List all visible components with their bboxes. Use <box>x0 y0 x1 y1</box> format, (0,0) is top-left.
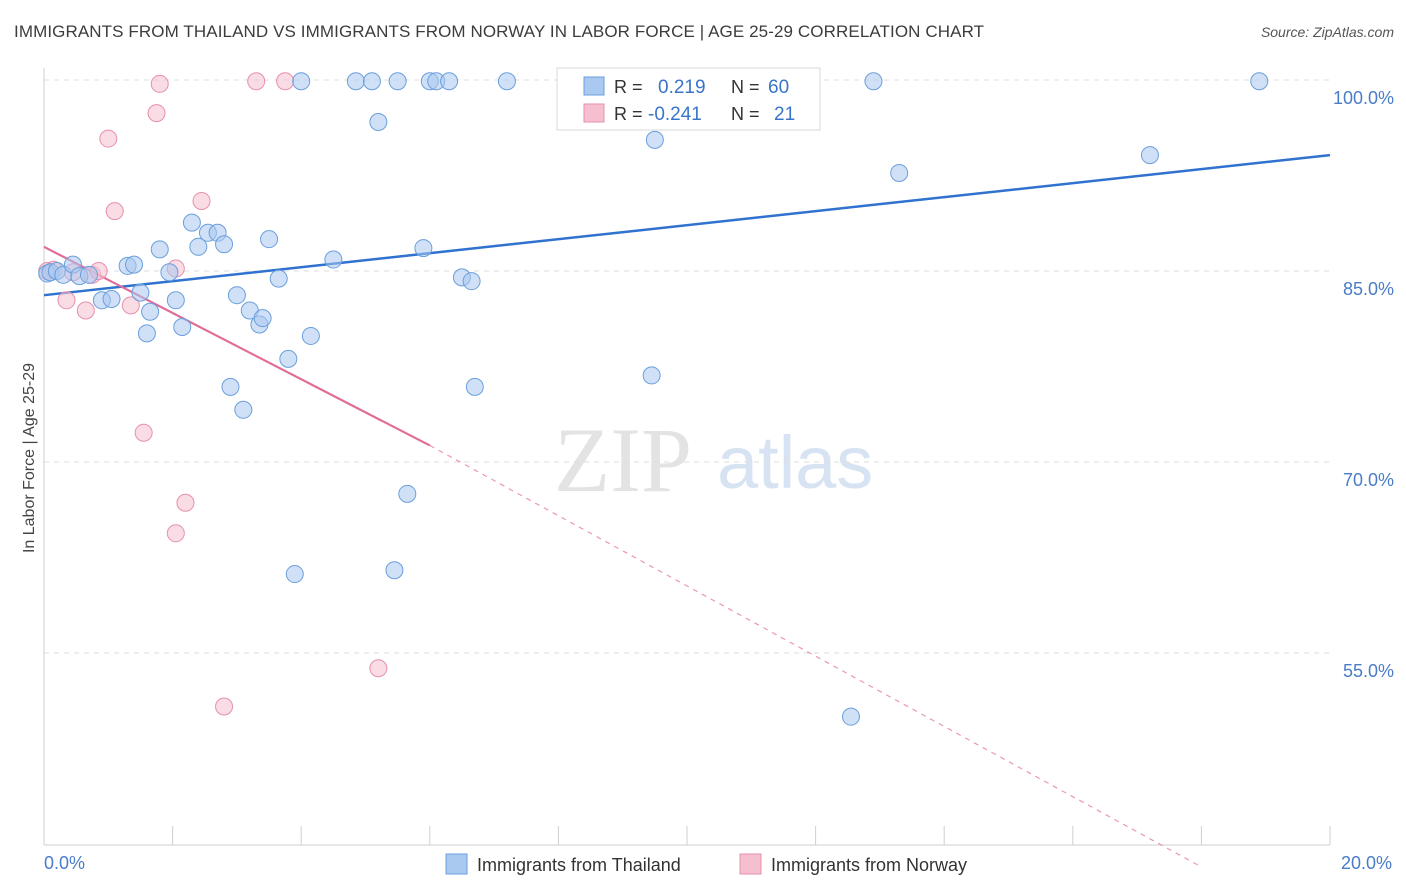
thailand-point <box>166 291 185 310</box>
thailand-point <box>645 130 664 149</box>
thailand-point <box>182 213 201 232</box>
thailand-trend-line <box>43 153 1331 297</box>
norway-point <box>276 72 295 91</box>
thailand-point <box>227 286 246 305</box>
thailand-point <box>137 324 156 343</box>
thailand-point <box>414 239 433 258</box>
x-tick-label: 0.0% <box>44 853 85 873</box>
thailand-point <box>1140 146 1159 165</box>
chart-source: Source: ZipAtlas.com <box>1260 24 1394 40</box>
watermark-zip: ZIP <box>554 409 692 511</box>
thailand-point <box>131 283 150 302</box>
norway-point <box>105 202 124 221</box>
norway-point <box>147 104 166 123</box>
axes <box>43 68 1331 846</box>
thailand-point <box>125 255 144 274</box>
norway-point <box>121 296 140 315</box>
stats-n-value-thailand: 60 <box>768 77 789 98</box>
watermark: ZIP atlas <box>554 409 873 511</box>
thailand-point <box>462 272 481 291</box>
stats-swatch-norway <box>583 103 605 123</box>
norway-point <box>134 423 153 442</box>
thailand-point <box>642 366 661 385</box>
thailand-point <box>369 113 388 132</box>
norway-point <box>99 129 118 148</box>
x-tick-label: 20.0% <box>1341 853 1392 873</box>
y-tick-label: 55.0% <box>1343 661 1394 681</box>
y-tick-label: 70.0% <box>1343 470 1394 490</box>
stats-n-label-thailand: N = <box>731 77 760 97</box>
legend-label-thailand: Immigrants from Thailand <box>477 855 681 875</box>
norway-trend-line <box>43 245 431 447</box>
thailand-point <box>173 318 192 337</box>
thailand-point <box>141 302 160 321</box>
thailand-point <box>841 707 860 726</box>
trend-lines <box>43 153 1331 868</box>
thailand-point <box>279 349 298 368</box>
thailand-point <box>285 565 304 584</box>
norway-point <box>247 72 266 91</box>
thailand-point <box>292 72 311 91</box>
thailand-point <box>189 237 208 256</box>
legend-swatch-norway <box>739 853 762 875</box>
thailand-point <box>362 72 381 91</box>
thailand-point <box>301 326 320 345</box>
thailand-point <box>398 484 417 503</box>
thailand-point <box>890 163 909 182</box>
series-legend: Immigrants from Thailand Immigrants from… <box>445 853 967 875</box>
norway-trend-extension <box>429 444 1202 868</box>
norway-point <box>369 659 388 678</box>
thailand-point <box>465 377 484 396</box>
x-tick-labels: 0.0% 20.0% <box>44 853 1392 873</box>
thailand-point <box>80 265 99 284</box>
stats-r-label-norway: R = <box>614 104 643 124</box>
thailand-point <box>160 263 179 282</box>
data-points <box>38 72 1269 726</box>
y-tick-labels: 100.0% 85.0% 70.0% 55.0% <box>1333 88 1394 681</box>
stats-n-value-norway: 21 <box>774 104 795 125</box>
y-axis-label: In Labor Force | Age 25-29 <box>21 363 38 553</box>
stats-legend: R = 0.219 N = 60 R = -0.241 N = 21 <box>556 67 821 131</box>
thailand-point <box>150 240 169 259</box>
thailand-point <box>388 72 407 91</box>
stats-r-value-norway: -0.241 <box>648 104 702 125</box>
stats-n-label-norway: N = <box>731 104 760 124</box>
norway-point <box>176 493 195 512</box>
norway-point <box>166 524 185 543</box>
thailand-point <box>1250 72 1269 91</box>
thailand-point <box>497 72 516 91</box>
y-tick-label: 85.0% <box>1343 279 1394 299</box>
stats-r-value-thailand: 0.219 <box>658 77 706 98</box>
thailand-point <box>346 72 365 91</box>
thailand-point <box>324 250 343 269</box>
legend-swatch-thailand <box>445 853 468 875</box>
thailand-point <box>864 72 883 91</box>
norway-point <box>150 74 169 93</box>
y-tick-label: 100.0% <box>1333 88 1394 108</box>
norway-point <box>57 291 76 310</box>
thailand-point <box>269 269 288 288</box>
thailand-point <box>253 309 272 328</box>
legend-label-norway: Immigrants from Norway <box>771 855 967 875</box>
thailand-point <box>234 400 253 419</box>
thailand-point <box>221 377 240 396</box>
thailand-point <box>440 72 459 91</box>
thailand-point <box>215 235 234 254</box>
norway-point <box>192 191 211 210</box>
norway-point <box>215 697 234 716</box>
chart-title: IMMIGRANTS FROM THAILAND VS IMMIGRANTS F… <box>14 22 985 41</box>
thailand-point <box>260 230 279 249</box>
thailand-point <box>102 290 121 309</box>
stats-r-label-thailand: R = <box>614 77 643 97</box>
thailand-point <box>385 561 404 580</box>
stats-swatch-thailand <box>583 76 605 96</box>
gridlines <box>44 79 1330 654</box>
norway-point <box>76 301 95 320</box>
